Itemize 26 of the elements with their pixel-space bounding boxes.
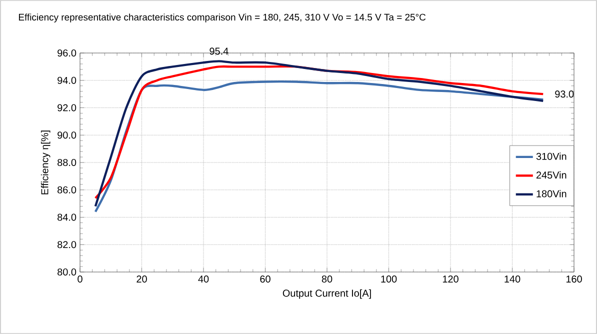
y-tick-label: 96.0 <box>58 49 76 57</box>
x-tick-label: 0 <box>78 276 82 283</box>
x-axis-title: Output Current Io[A] <box>282 289 371 299</box>
y-tick-label: 84.0 <box>58 214 76 221</box>
legend-label: 310Vin <box>536 152 566 160</box>
x-tick-label: 160 <box>566 276 582 283</box>
x-tick-label: 20 <box>136 276 147 283</box>
annotation: 93.0 <box>555 90 574 98</box>
y-tick-label: 86.0 <box>58 186 76 194</box>
chart-title: Efficiency representative characteristics comparison Vin = 180, 245, 310 V Vo = 14.5 V Ta = 25°C <box>18 14 426 22</box>
y-tick-label: 94.0 <box>58 76 76 84</box>
annotation: 95.4 <box>210 48 228 55</box>
x-tick-label: 40 <box>198 276 209 283</box>
x-tick-label: 100 <box>381 276 397 283</box>
x-tick-label: 60 <box>260 276 270 283</box>
y-tick-label: 80.0 <box>58 268 76 276</box>
y-tick-label: 90.0 <box>58 132 76 139</box>
legend-label: 180Vin <box>536 190 566 198</box>
x-tick-label: 140 <box>504 276 520 283</box>
y-tick-label: 82.0 <box>58 241 76 248</box>
x-tick-label: 120 <box>442 276 458 283</box>
y-axis-title: Efficiency η[%] <box>40 130 50 194</box>
x-tick-label: 80 <box>322 276 332 283</box>
y-tick-label: 88.0 <box>58 158 76 166</box>
y-tick-label: 92.0 <box>58 104 76 112</box>
legend-label: 245Vin <box>536 171 566 179</box>
